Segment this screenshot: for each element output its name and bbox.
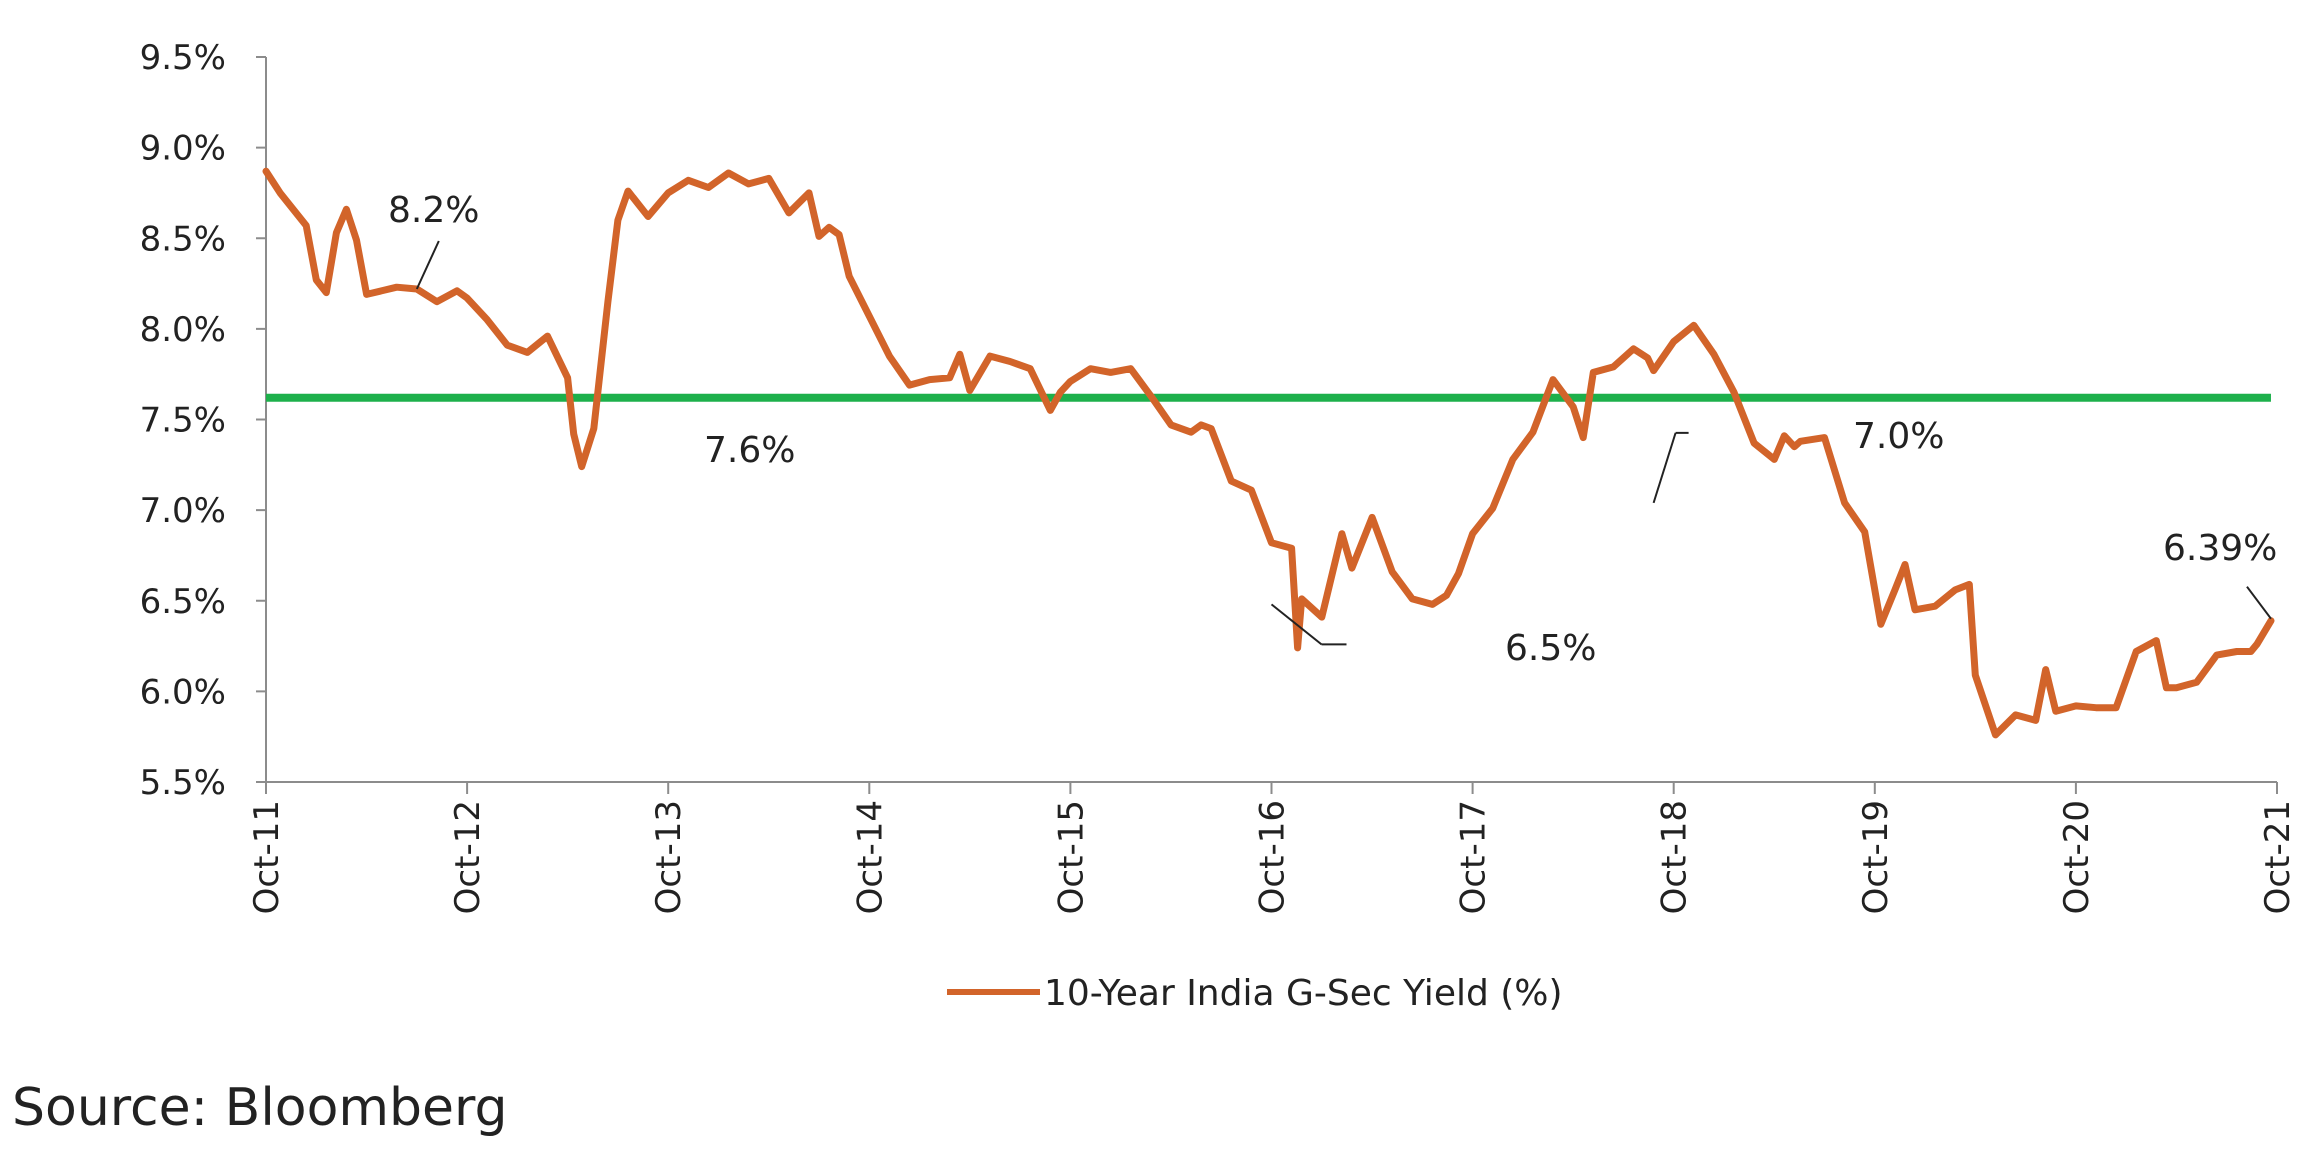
legend: 10-Year India G-Sec Yield (%) (947, 973, 1563, 1014)
y-axis-ticks: 5.5% 6.0% 6.5% 7.0% 7.5% 8.0% 8.5% 9.0% 9.5% (140, 38, 266, 803)
leader-6-39 (2246, 586, 2272, 620)
x-tick-label: Oct-17 (1454, 800, 1494, 914)
annotation-8-2: 8.2% (388, 190, 479, 231)
x-tick-label: Oct-11 (247, 800, 287, 914)
series-group (262, 167, 2275, 739)
y-tick-label: 9.5% (140, 38, 226, 78)
x-tick-label: Oct-20 (2057, 800, 2097, 914)
x-tick-label: Oct-18 (1655, 800, 1695, 914)
y-tick-label: 9.0% (140, 129, 226, 169)
x-tick-label: Oct-12 (448, 800, 488, 914)
annotation-6-5: 6.5% (1505, 628, 1596, 669)
y-tick-label: 6.0% (140, 672, 226, 712)
leader-6-5-a (1270, 603, 1323, 646)
y-tick-label: 7.5% (140, 401, 226, 441)
x-tick-label: Oct-15 (1051, 800, 1091, 914)
legend-label: 10-Year India G-Sec Yield (%) (1044, 973, 1563, 1014)
x-tick-label: Oct-19 (1856, 800, 1896, 914)
leader-7-0-a (1652, 432, 1677, 504)
y-tick-label: 6.5% (140, 582, 226, 622)
x-tick-label: Oct-14 (850, 800, 890, 914)
x-tick-label: Oct-16 (1253, 800, 1293, 914)
x-axis-ticks: Oct-11 Oct-12 Oct-13 Oct-14 Oct-15 Oct-16 Oct-… (247, 782, 2298, 914)
yield-line (262, 167, 2275, 739)
y-tick-label: 8.0% (140, 310, 226, 350)
x-tick-label: Oct-21 (2258, 800, 2298, 914)
y-tick-label: 5.5% (140, 763, 226, 803)
x-tick-label: Oct-13 (649, 800, 689, 914)
y-tick-label: 8.5% (140, 219, 226, 259)
annotation-7-6: 7.6% (704, 430, 795, 471)
source-note: Source: Bloomberg (12, 1078, 508, 1138)
annotations: 8.2% 7.6% 6.5% 7.0% 6.39% (388, 190, 2277, 669)
y-tick-label: 7.0% (140, 491, 226, 531)
annotation-6-39: 6.39% (2163, 528, 2277, 569)
leader-8-2 (415, 240, 440, 290)
annotation-7-0: 7.0% (1853, 416, 1944, 457)
